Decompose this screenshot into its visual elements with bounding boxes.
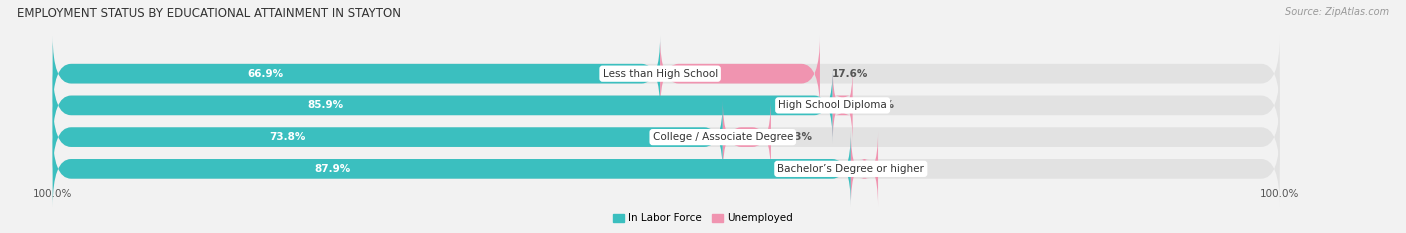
Text: Source: ZipAtlas.com: Source: ZipAtlas.com <box>1285 7 1389 17</box>
FancyBboxPatch shape <box>52 131 851 207</box>
FancyBboxPatch shape <box>52 99 723 175</box>
FancyBboxPatch shape <box>52 68 832 143</box>
Legend: In Labor Force, Unemployed: In Labor Force, Unemployed <box>609 209 797 228</box>
Text: 3.0%: 3.0% <box>890 164 920 174</box>
Text: 85.9%: 85.9% <box>308 100 343 110</box>
Text: 73.8%: 73.8% <box>269 132 305 142</box>
FancyBboxPatch shape <box>52 131 1279 207</box>
FancyBboxPatch shape <box>52 36 1279 111</box>
Text: Bachelor’s Degree or higher: Bachelor’s Degree or higher <box>778 164 924 174</box>
FancyBboxPatch shape <box>832 68 852 143</box>
Text: Less than High School: Less than High School <box>603 69 717 79</box>
FancyBboxPatch shape <box>52 36 661 111</box>
FancyBboxPatch shape <box>723 99 770 175</box>
Text: 100.0%: 100.0% <box>32 189 72 199</box>
Text: High School Diploma: High School Diploma <box>779 100 887 110</box>
Text: 17.6%: 17.6% <box>832 69 869 79</box>
FancyBboxPatch shape <box>52 99 1279 175</box>
Text: 66.9%: 66.9% <box>247 69 284 79</box>
Text: 2.2%: 2.2% <box>865 100 894 110</box>
FancyBboxPatch shape <box>52 68 1279 143</box>
Text: College / Associate Degree: College / Associate Degree <box>652 132 793 142</box>
Text: 100.0%: 100.0% <box>1260 189 1299 199</box>
FancyBboxPatch shape <box>851 131 879 207</box>
FancyBboxPatch shape <box>661 36 820 111</box>
Text: EMPLOYMENT STATUS BY EDUCATIONAL ATTAINMENT IN STAYTON: EMPLOYMENT STATUS BY EDUCATIONAL ATTAINM… <box>17 7 401 20</box>
Text: 87.9%: 87.9% <box>314 164 350 174</box>
Text: 5.3%: 5.3% <box>783 132 813 142</box>
